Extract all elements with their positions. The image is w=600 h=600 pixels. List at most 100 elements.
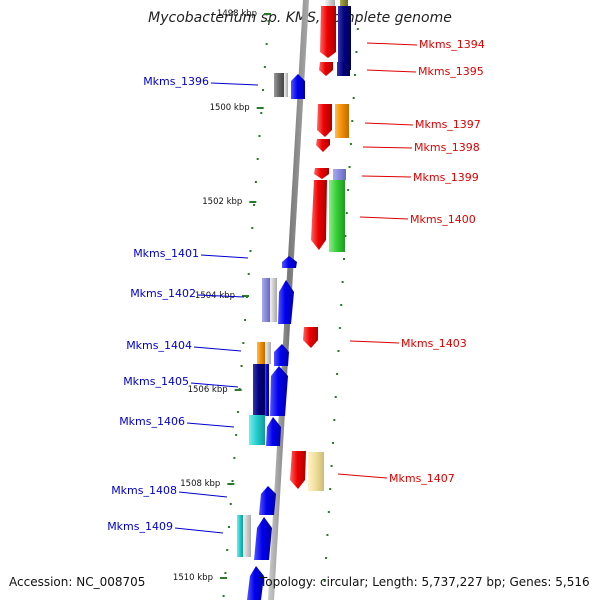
track-dot — [331, 442, 334, 444]
gene-mkms-1406[interactable] — [266, 417, 281, 446]
track-dot — [260, 112, 263, 114]
feature-lavender-1399[interactable] — [333, 169, 346, 180]
track-dot — [267, 20, 270, 22]
gene-mkms-1405[interactable] — [270, 366, 288, 416]
gene-mkms-1408[interactable] — [259, 486, 276, 515]
map-title: Mycobacterium sp. KMS, complete genome — [148, 10, 452, 26]
feature-light-1409[interactable] — [243, 515, 251, 557]
feature-cyan-1406[interactable] — [249, 415, 265, 445]
track-dot — [238, 388, 241, 390]
track-dot — [340, 304, 343, 306]
track-dot — [235, 434, 238, 436]
track-dot — [330, 465, 333, 467]
feature-green-1400[interactable] — [329, 180, 345, 252]
feature-olive-top[interactable] — [340, 0, 348, 6]
gene-mkms-1402[interactable] — [278, 280, 294, 324]
gene-mkms-1407[interactable] — [290, 451, 306, 489]
track-dot — [249, 250, 252, 252]
label-mkms-1398[interactable]: Mkms_1398 — [414, 141, 480, 154]
feature-light-1404[interactable] — [265, 342, 271, 364]
track-dot — [226, 549, 229, 551]
track-dot — [356, 28, 359, 30]
left-labels: Mkms_1396 Mkms_1401 Mkms_1402 Mkms_1404 … — [107, 75, 259, 534]
gene-mkms-1399[interactable] — [314, 168, 329, 179]
track-dot — [349, 143, 352, 145]
feature-lavender-1402[interactable] — [262, 278, 270, 322]
track-dot — [258, 135, 261, 137]
track-dot — [244, 319, 247, 321]
track-dot — [337, 350, 340, 352]
gene-mkms-1397[interactable] — [317, 104, 332, 137]
label-mkms-1406[interactable]: Mkms_1406 — [119, 415, 185, 428]
track-dot — [233, 457, 236, 459]
gene-mkms-1401[interactable] — [282, 256, 297, 268]
label-mkms-1395[interactable]: Mkms_1395 — [418, 65, 484, 78]
track-dot — [263, 66, 266, 68]
feature-orange-1397[interactable] — [335, 104, 349, 138]
gene-mkms-1394[interactable] — [320, 6, 336, 58]
tick-label: 1510 kbp — [173, 573, 213, 583]
track-dot — [254, 181, 257, 183]
label-mkms-1394[interactable]: Mkms_1394 — [419, 38, 485, 51]
track-dot — [251, 227, 254, 229]
genome-summary-text: Topology: circular; Length: 5,737,227 bp… — [260, 575, 590, 589]
track-dot — [344, 235, 347, 237]
track-dot — [224, 572, 227, 574]
accession-text: Accession: NC_008705 — [9, 575, 146, 589]
reverse-features — [237, 73, 305, 600]
label-mkms-1405[interactable]: Mkms_1405 — [123, 375, 189, 388]
label-mkms-1409[interactable]: Mkms_1409 — [107, 520, 173, 533]
feature-light-1402[interactable] — [270, 278, 277, 322]
track-dot — [325, 557, 328, 559]
track-dot — [253, 204, 256, 206]
gene-mkms-1396[interactable] — [291, 74, 305, 99]
label-mkms-1401[interactable]: Mkms_1401 — [133, 247, 199, 260]
feature-navy-1394[interactable] — [338, 6, 351, 70]
track-dot — [355, 51, 358, 53]
feature-light-1396[interactable] — [284, 73, 288, 97]
label-mkms-1396[interactable]: Mkms_1396 — [143, 75, 209, 88]
tick-label: 1500 kbp — [210, 103, 250, 113]
feature-navy-1405[interactable] — [253, 364, 265, 416]
gene-mkms-1400[interactable] — [311, 180, 327, 250]
label-mkms-1403[interactable]: Mkms_1403 — [401, 337, 467, 350]
feature-blue-bottom[interactable] — [247, 566, 264, 600]
label-mkms-1402[interactable]: Mkms_1402 — [130, 287, 196, 300]
label-mkms-1408[interactable]: Mkms_1408 — [111, 484, 177, 497]
track-dot — [341, 281, 344, 283]
feature-orange-1404[interactable] — [257, 342, 265, 364]
gene-mkms-1395[interactable] — [319, 62, 333, 76]
track-dot — [236, 411, 239, 413]
label-mkms-1407[interactable]: Mkms_1407 — [389, 472, 455, 485]
label-mkms-1404[interactable]: Mkms_1404 — [126, 339, 192, 352]
track-dot — [343, 258, 345, 260]
label-mkms-1397[interactable]: Mkms_1397 — [415, 118, 481, 131]
track-dot — [242, 342, 245, 344]
track-dot — [338, 327, 341, 329]
forward-features — [290, 0, 351, 491]
feature-cyan-1409[interactable] — [237, 515, 243, 557]
feature-blue-1405[interactable] — [265, 364, 269, 416]
gene-mkms-1409[interactable] — [254, 517, 272, 560]
feature-light-top[interactable] — [325, 0, 335, 6]
tick-label: 1508 kbp — [180, 479, 220, 489]
gene-mkms-1403[interactable] — [303, 327, 318, 348]
track-dot — [240, 365, 243, 367]
track-dot — [227, 526, 230, 528]
tick-label: 1502 kbp — [202, 197, 242, 207]
track-dot — [348, 166, 351, 168]
track-dot — [323, 580, 326, 582]
feature-gray-1396[interactable] — [274, 73, 284, 97]
gene-mkms-1404[interactable] — [274, 344, 289, 366]
track-dot — [333, 419, 336, 421]
track-dot — [262, 89, 265, 91]
feature-khaki-1407[interactable] — [308, 452, 324, 491]
tick-label: 1498 kbp — [217, 9, 257, 19]
feature-navy-1395[interactable] — [337, 62, 350, 76]
label-mkms-1399[interactable]: Mkms_1399 — [413, 171, 479, 184]
track-dot — [222, 595, 225, 597]
label-mkms-1400[interactable]: Mkms_1400 — [410, 213, 476, 226]
gene-mkms-1398[interactable] — [316, 139, 330, 152]
track-dot — [347, 189, 350, 191]
